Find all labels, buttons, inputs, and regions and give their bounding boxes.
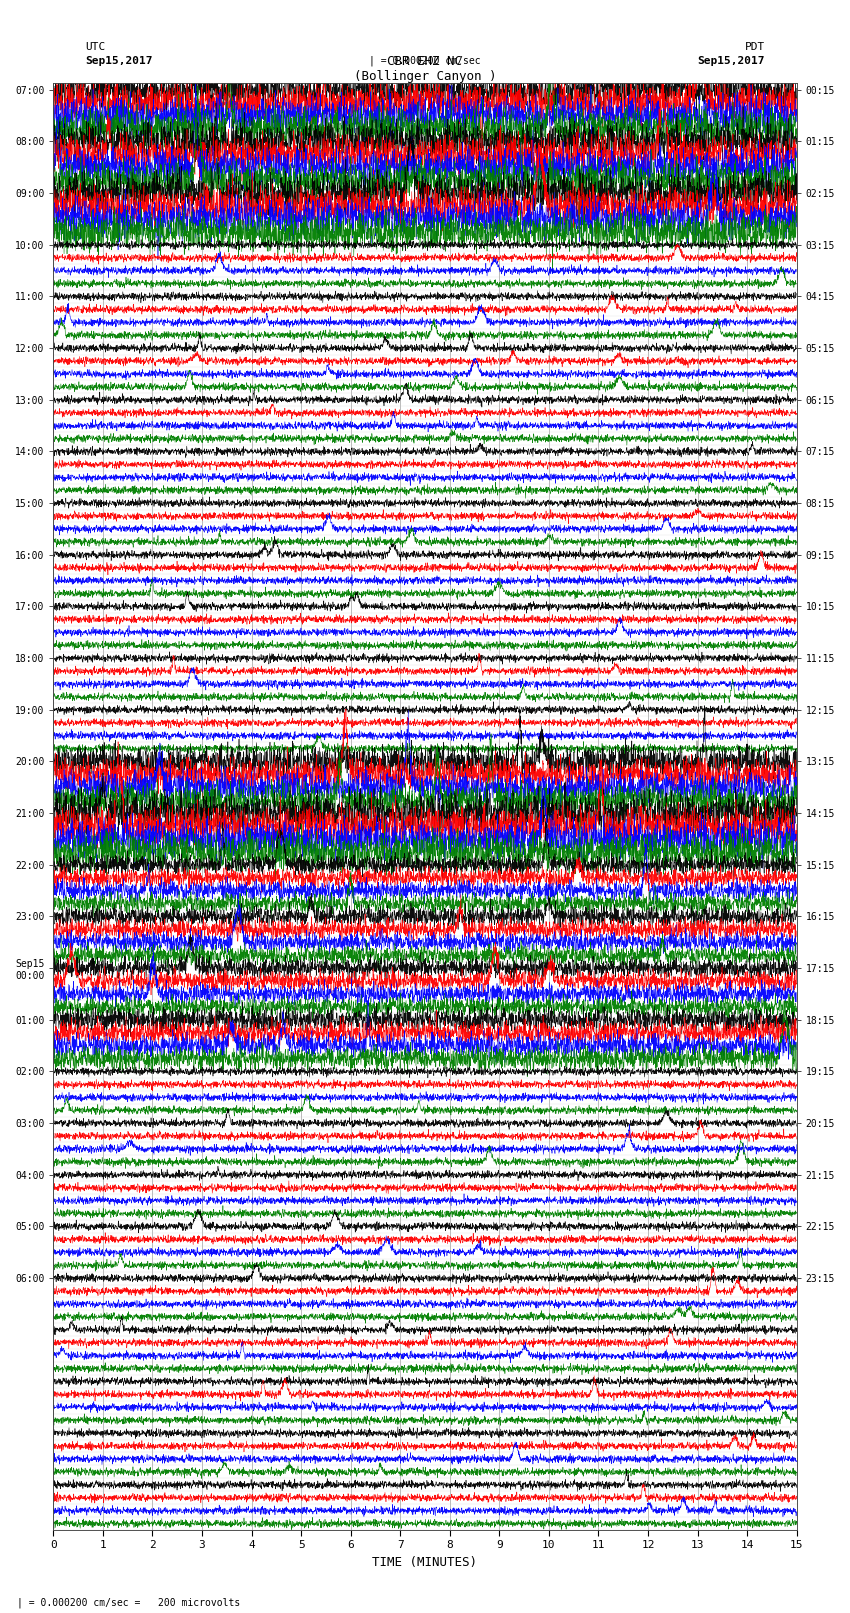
Text: | = 0.000200 cm/sec =   200 microvolts: | = 0.000200 cm/sec = 200 microvolts (17, 1597, 241, 1608)
Text: Sep15,2017: Sep15,2017 (698, 56, 765, 66)
Text: PDT: PDT (745, 42, 765, 52)
Title: CBR EHZ NC
(Bollinger Canyon ): CBR EHZ NC (Bollinger Canyon ) (354, 55, 496, 84)
Text: | = 0.000200 cm/sec: | = 0.000200 cm/sec (369, 55, 481, 66)
Text: Sep15,2017: Sep15,2017 (85, 56, 152, 66)
Text: UTC: UTC (85, 42, 105, 52)
X-axis label: TIME (MINUTES): TIME (MINUTES) (372, 1557, 478, 1569)
